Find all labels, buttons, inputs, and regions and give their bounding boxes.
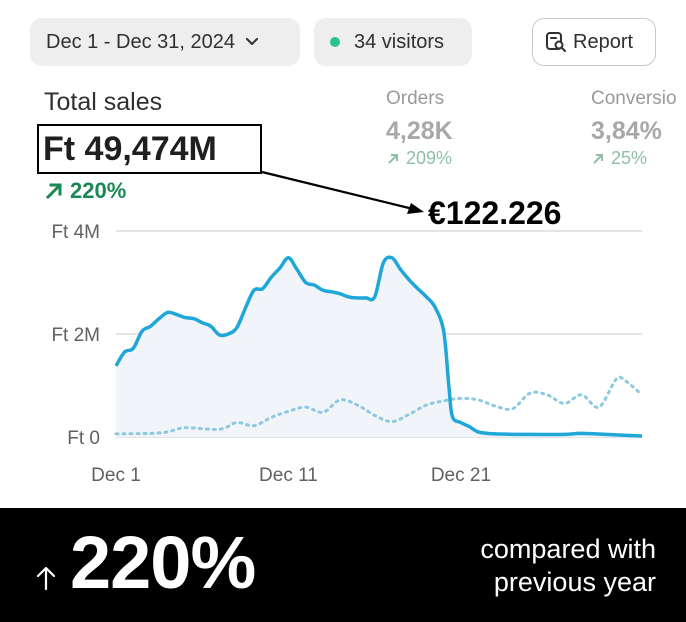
orders-trend-value: 209% [406, 148, 453, 168]
conversion-title: Conversio [591, 88, 677, 109]
orders-title: Orders [386, 88, 445, 109]
report-label: Report [573, 30, 634, 53]
euro-conversion-callout: €122.226 [428, 195, 562, 231]
current-series-area [116, 257, 642, 437]
total-sales-title: Total sales [44, 88, 163, 116]
total-sales-trend: 220% [44, 178, 126, 204]
date-range-label: Dec 1 - Dec 31, 2024 [46, 30, 235, 53]
chevron-down-icon [245, 37, 259, 47]
banner-caption-line2: previous year [493, 567, 656, 597]
orders-value[interactable]: 4,28K [386, 117, 453, 145]
report-button[interactable]: Report [532, 18, 656, 66]
conversion-trend-value: 25% [611, 148, 648, 168]
y-tick-label: Ft 2M [51, 325, 100, 346]
arrow-up-icon [36, 566, 56, 591]
previous-series-line [114, 375, 644, 436]
orders-trend: 209% [386, 148, 452, 169]
banner-caption: compared with previous year [480, 533, 656, 599]
callout-arrow [261, 170, 424, 214]
x-tick-label: Dec 21 [431, 465, 491, 486]
total-sales-amount: Ft 49,474M [43, 129, 217, 168]
arrow-up-right-icon [388, 153, 398, 164]
arrow-up-right-icon [45, 183, 62, 200]
x-tick-label: Dec 11 [259, 465, 318, 486]
x-tick-label: Dec 1 [91, 465, 141, 486]
total-sales-value[interactable]: Ft 49,474M [37, 124, 262, 174]
visitors-label: 34 visitors [354, 30, 445, 53]
current-series-line [114, 255, 643, 438]
y-tick-label: Ft 4M [51, 222, 100, 243]
live-dot-icon [330, 37, 340, 47]
x-axis-ticks: Dec 1 Dec 11 Dec 21 [91, 465, 491, 486]
date-range-picker[interactable]: Dec 1 - Dec 31, 2024 [30, 18, 300, 66]
y-axis-ticks: Ft 0 Ft 2M Ft 4M [51, 222, 100, 449]
bottom-banner [0, 508, 686, 622]
arrow-up-right-icon [593, 153, 603, 164]
banner-percent: 220% [70, 521, 256, 604]
y-tick-label: Ft 0 [67, 428, 100, 449]
banner-caption-line1: compared with [480, 534, 656, 564]
visitors-badge[interactable]: 34 visitors [314, 18, 472, 66]
total-sales-trend-value: 220% [70, 178, 127, 203]
report-search-icon [546, 32, 566, 52]
sales-chart: Ft 0 Ft 2M Ft 4M Dec 1 Dec 11 Dec 21 [51, 170, 644, 486]
conversion-value[interactable]: 3,84% [591, 117, 662, 145]
conversion-trend: 25% [591, 148, 647, 169]
